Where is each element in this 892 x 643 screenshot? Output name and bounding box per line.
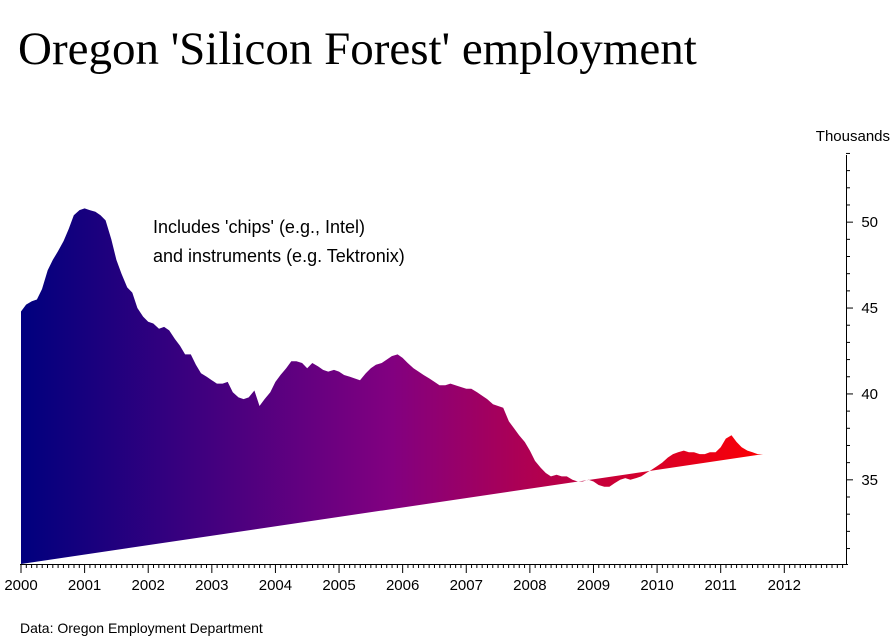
employment-area — [21, 208, 764, 564]
y-axis-unit-label: Thousands — [815, 128, 890, 145]
x-tick-label: 2012 — [768, 577, 801, 594]
x-tick-label: 2001 — [68, 577, 101, 594]
x-tick-label: 2007 — [450, 577, 483, 594]
x-tick-label: 2005 — [322, 577, 355, 594]
x-tick-label: 2003 — [195, 577, 228, 594]
x-tick-label: 2004 — [259, 577, 292, 594]
x-tick-label: 2008 — [513, 577, 546, 594]
chart-title: Oregon 'Silicon Forest' employment — [18, 23, 697, 75]
annotation-line-1: Includes 'chips' (e.g., Intel) — [153, 217, 365, 237]
x-tick-label: 2010 — [640, 577, 673, 594]
y-tick-label: 45 — [861, 300, 878, 317]
x-tick-label: 2002 — [132, 577, 165, 594]
annotation-line-2: and instruments (e.g. Tektronix) — [153, 246, 405, 266]
x-tick-label: 2009 — [577, 577, 610, 594]
x-tick-label: 2006 — [386, 577, 419, 594]
y-tick-label: 40 — [861, 386, 878, 403]
y-tick-label: 35 — [861, 472, 878, 489]
source-note: Data: Oregon Employment Department — [20, 620, 263, 636]
y-tick-label: 50 — [861, 214, 878, 231]
x-tick-label: 2011 — [705, 577, 737, 594]
x-tick-label: 2000 — [4, 577, 37, 594]
